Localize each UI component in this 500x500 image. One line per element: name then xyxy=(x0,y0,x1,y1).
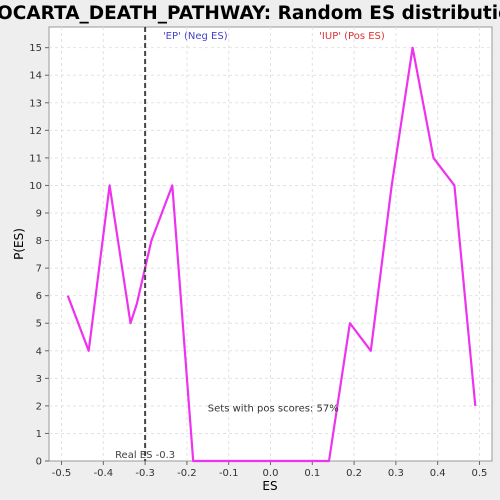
y-tick-label: 5 xyxy=(36,319,42,330)
x-tick-label: 0.0 xyxy=(263,468,279,479)
y-axis-label: P(ES) xyxy=(12,228,26,260)
x-tick-label: -0.3 xyxy=(135,468,155,479)
x-tick-label: -0.2 xyxy=(177,468,197,479)
x-tick-label: 0.3 xyxy=(388,468,404,479)
x-tick-label: 0.1 xyxy=(304,468,320,479)
x-axis-label: ES xyxy=(262,479,277,493)
y-tick-label: 6 xyxy=(36,291,42,302)
x-tick-label: 0.2 xyxy=(346,468,362,479)
series-layer xyxy=(66,46,477,463)
y-tick-label: 12 xyxy=(29,126,42,137)
grid xyxy=(49,27,492,461)
x-tick-label: -0.5 xyxy=(52,468,72,479)
y-tick-label: 7 xyxy=(36,264,42,275)
x-tick-label: -0.1 xyxy=(219,468,239,479)
x-tick-label: 0.5 xyxy=(472,468,488,479)
x-tick-label: 0.4 xyxy=(430,468,446,479)
y-tick-label: 8 xyxy=(36,236,42,247)
pos-scores-annotation: Sets with pos scores: 57% xyxy=(208,403,339,414)
chart-title: BIOCARTA_DEATH_PATHWAY: Random ES distri… xyxy=(0,3,500,24)
y-tick-label: 13 xyxy=(29,98,42,109)
y-tick-label: 15 xyxy=(29,43,42,54)
y-tick-label: 2 xyxy=(36,401,42,412)
y-tick-label: 14 xyxy=(29,71,42,82)
y-tick-label: 1 xyxy=(36,429,42,440)
y-tick-label: 9 xyxy=(36,209,42,220)
x-axis-ticks: -0.5 -0.4 -0.3 -0.2 -0.1 0.0 0.1 0.2 0.3 0.4 0.5 xyxy=(52,461,488,479)
series-line xyxy=(66,46,477,463)
y-tick-label: 0 xyxy=(36,457,42,468)
x-tick-label: -0.4 xyxy=(94,468,114,479)
y-tick-label: 11 xyxy=(29,153,42,164)
y-tick-label: 10 xyxy=(29,181,42,192)
pos-es-annotation: 'IUP' (Pos ES) xyxy=(319,31,385,42)
neg-es-annotation: 'EP' (Neg ES) xyxy=(163,31,228,42)
y-tick-label: 3 xyxy=(36,374,42,385)
y-tick-label: 4 xyxy=(36,346,42,357)
real-es-label: Real ES -0.3 xyxy=(115,450,175,461)
